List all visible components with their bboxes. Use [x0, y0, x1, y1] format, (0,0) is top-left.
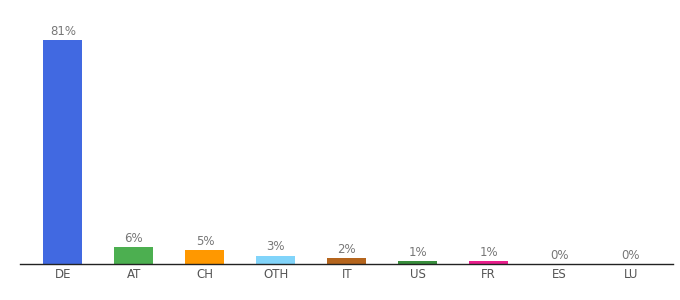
Bar — [398, 261, 437, 264]
Text: 81%: 81% — [50, 25, 76, 38]
Text: 1%: 1% — [479, 246, 498, 259]
Bar — [114, 248, 154, 264]
Text: 5%: 5% — [196, 235, 214, 248]
Text: 0%: 0% — [550, 249, 569, 262]
Bar — [186, 250, 224, 264]
Bar — [327, 259, 367, 264]
Bar — [256, 256, 295, 264]
Text: 0%: 0% — [622, 249, 640, 262]
Text: 1%: 1% — [409, 246, 427, 259]
Bar — [469, 261, 508, 264]
Bar — [44, 40, 82, 264]
Text: 2%: 2% — [337, 243, 356, 256]
Text: 6%: 6% — [124, 232, 143, 245]
Text: 3%: 3% — [267, 241, 285, 254]
